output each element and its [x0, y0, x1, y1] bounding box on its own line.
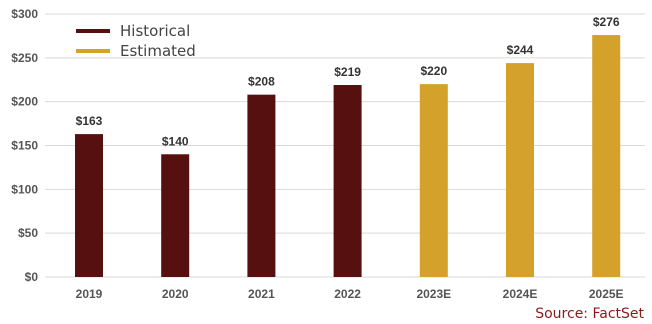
x-category-label: 2025E [589, 287, 624, 301]
y-tick-label: $100 [11, 182, 38, 196]
legend: Historical Estimated [76, 22, 196, 60]
y-tick-label: $0 [25, 270, 39, 284]
data-label: $163 [76, 114, 103, 128]
data-label: $219 [334, 65, 361, 79]
y-tick-label: $150 [11, 139, 38, 153]
data-labels: $163 $140 $208 $219 $220 $244 $276 [76, 15, 620, 148]
data-label: $140 [162, 134, 189, 148]
x-category-label: 2019 [76, 287, 103, 301]
legend-label-historical: Historical [120, 22, 190, 40]
data-label: $220 [420, 64, 447, 78]
bar-2025e [592, 35, 621, 277]
x-category-label: 2022 [334, 287, 361, 301]
source-note: Source: FactSet [535, 306, 644, 322]
x-axis-category-labels: 2019 2020 2021 2022 2023E 2024E 2025E [76, 287, 624, 301]
x-category-label: 2023E [416, 287, 451, 301]
x-category-label: 2024E [503, 287, 538, 301]
bars [75, 35, 621, 277]
bar-2023e [419, 84, 448, 277]
x-category-label: 2021 [248, 287, 275, 301]
bar-2020 [161, 154, 190, 277]
y-axis-tick-labels: $0 $50 $100 $150 $200 $250 $300 [11, 7, 38, 284]
y-tick-label: $200 [11, 95, 38, 109]
data-label: $208 [248, 75, 275, 89]
x-category-label: 2020 [162, 287, 189, 301]
legend-label-estimated: Estimated [120, 42, 196, 60]
y-tick-label: $250 [11, 51, 38, 65]
data-label: $244 [507, 43, 534, 57]
y-tick-label: $50 [18, 226, 38, 240]
y-tick-label: $300 [11, 7, 38, 21]
bar-2024e [506, 63, 534, 277]
bar-2019 [75, 134, 103, 277]
bar-2022 [333, 85, 362, 277]
data-label: $276 [593, 15, 620, 29]
bar-2021 [247, 94, 276, 277]
